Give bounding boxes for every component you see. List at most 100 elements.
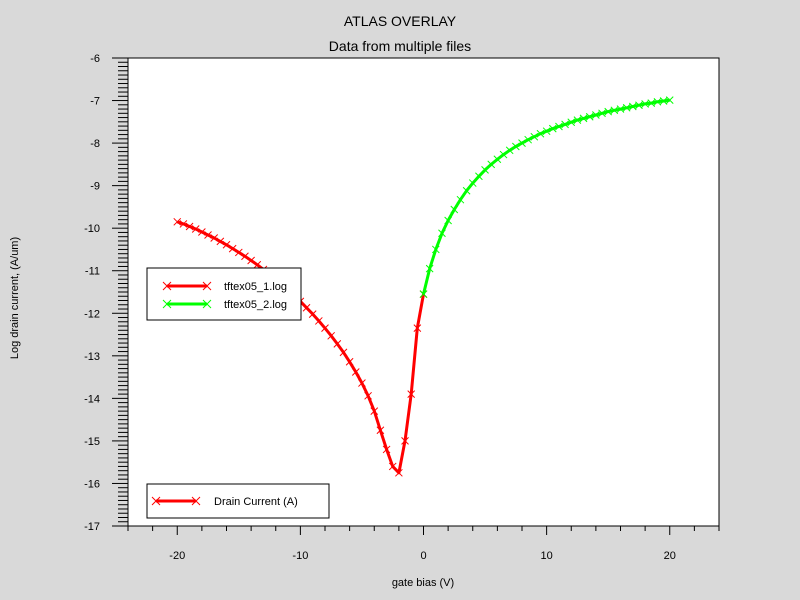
x-tick-label: 0	[420, 550, 426, 562]
data-point	[499, 150, 508, 159]
point-marker-stroke	[567, 118, 576, 127]
point-marker-stroke	[468, 179, 477, 187]
point-marker-stroke	[647, 99, 656, 107]
point-marker-stroke	[493, 155, 502, 164]
data-point	[438, 229, 446, 238]
data-point	[616, 105, 625, 113]
point-marker-stroke	[234, 248, 243, 257]
chart-subtitle: Data from multiple files	[328, 38, 472, 54]
point-marker-stroke	[204, 231, 212, 239]
legend-swatch-marker	[202, 281, 212, 291]
point-marker-stroke	[592, 111, 600, 119]
data-point	[413, 324, 422, 333]
point-marker-stroke	[462, 186, 471, 195]
data-point	[185, 222, 194, 231]
point-marker-stroke	[351, 368, 360, 376]
point-marker-stroke	[579, 114, 588, 123]
point-marker-stroke	[253, 260, 262, 269]
y-tick-label: -7	[90, 96, 100, 108]
point-marker-stroke	[628, 102, 637, 111]
data-point	[351, 368, 360, 376]
data-point	[204, 231, 212, 239]
point-marker-stroke	[358, 379, 366, 387]
data-point	[530, 132, 539, 141]
data-point	[610, 106, 619, 115]
data-point	[210, 234, 219, 242]
legend-files-box	[146, 267, 302, 321]
y-tick-label: -17	[84, 521, 100, 533]
point-marker-stroke	[413, 324, 422, 333]
data-point	[241, 252, 249, 261]
data-point	[345, 357, 354, 366]
point-marker-stroke	[635, 101, 643, 110]
point-marker-stroke	[333, 340, 342, 348]
data-point	[364, 391, 372, 400]
data-point	[567, 118, 576, 127]
data-point	[665, 96, 674, 104]
point-marker-stroke	[395, 468, 403, 477]
point-marker-stroke	[475, 172, 483, 181]
point-marker-stroke	[450, 205, 459, 214]
point-marker-stroke	[536, 129, 545, 138]
data-point	[561, 120, 569, 129]
data-point	[647, 99, 656, 107]
data-point	[308, 310, 317, 318]
point-marker-stroke	[388, 462, 397, 471]
data-point	[247, 256, 255, 265]
data-point	[524, 135, 533, 144]
legend-files-label: tftex05_2.log	[224, 299, 287, 311]
data-point	[518, 139, 526, 147]
data-point	[253, 260, 262, 269]
data-point	[481, 166, 489, 174]
x-axis-label: gate bias (V)	[391, 577, 455, 589]
point-marker-stroke	[308, 310, 317, 318]
point-marker-stroke	[407, 390, 416, 398]
x-tick-label: 20	[664, 550, 676, 562]
point-marker-stroke	[198, 228, 206, 236]
legend-swatch-marker	[162, 281, 172, 291]
data-point	[462, 186, 471, 195]
point-marker-stroke	[228, 244, 237, 253]
point-marker-stroke	[191, 225, 200, 233]
point-marker-stroke	[616, 105, 625, 113]
y-tick-label: -8	[90, 138, 100, 150]
point-marker-stroke	[179, 220, 188, 228]
x-tick-label: -20	[169, 550, 185, 562]
point-marker-stroke	[438, 229, 446, 238]
point-marker-stroke	[653, 97, 662, 106]
data-point	[604, 107, 613, 116]
data-point	[431, 245, 440, 254]
point-marker-stroke	[665, 96, 674, 104]
data-point	[555, 122, 563, 131]
data-point	[592, 111, 600, 119]
point-marker-stroke	[247, 256, 255, 265]
data-point	[395, 468, 403, 477]
data-point	[419, 290, 428, 298]
data-point	[635, 101, 643, 110]
point-marker-stroke	[210, 234, 219, 242]
data-point	[173, 217, 182, 226]
y-tick-label: -9	[90, 181, 100, 193]
point-marker-stroke	[530, 132, 539, 141]
data-point	[222, 240, 231, 249]
point-marker-stroke	[444, 216, 452, 225]
point-marker-stroke	[561, 120, 569, 129]
point-marker-stroke	[173, 217, 182, 226]
data-point	[475, 172, 483, 181]
data-point	[382, 445, 391, 454]
point-marker-stroke	[431, 245, 440, 254]
data-point	[401, 437, 409, 445]
y-tick-label: -6	[90, 53, 100, 65]
data-point	[548, 124, 557, 133]
data-point	[234, 248, 243, 257]
legend-quantity: Drain Current (A)	[146, 483, 330, 519]
legend-swatch-marker	[151, 496, 161, 506]
point-marker-stroke	[370, 407, 379, 415]
data-point	[536, 129, 545, 138]
data-point	[321, 324, 329, 333]
point-marker-stroke	[314, 317, 323, 325]
legend-files-label: tftex05_1.log	[224, 281, 287, 293]
y-tick-label: -11	[85, 266, 100, 278]
x-axis-ticks: -20 -10 0 10 20	[127, 526, 720, 562]
